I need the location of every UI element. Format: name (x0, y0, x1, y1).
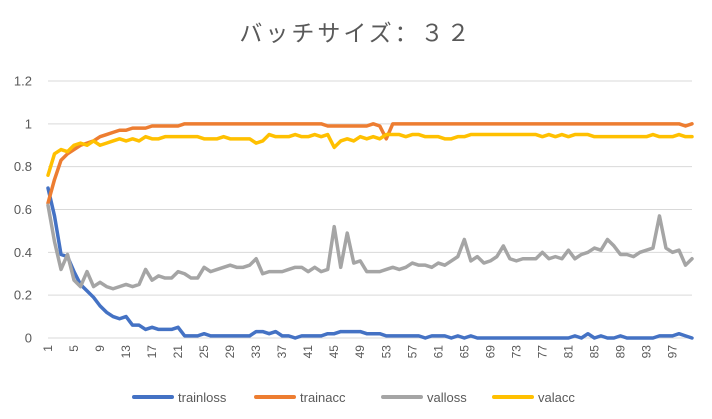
x-tick-label: 61 (431, 345, 445, 359)
x-tick-label: 9 (93, 345, 107, 352)
x-tick-label: 25 (197, 345, 211, 359)
y-tick-label: 0.2 (14, 288, 32, 303)
x-tick-label: 93 (639, 345, 653, 359)
x-tick-label: 21 (171, 345, 185, 359)
x-tick-label: 85 (587, 345, 601, 359)
x-tick-label: 29 (223, 345, 237, 359)
legend-label-trainacc: trainacc (300, 390, 346, 405)
series-line-trainloss (46, 186, 694, 340)
legend-label-trainloss: trainloss (178, 390, 227, 405)
series-lines (46, 122, 694, 340)
x-tick-label: 5 (67, 345, 81, 352)
legend-label-valacc: valacc (538, 390, 575, 405)
y-tick-label: 0.6 (14, 202, 32, 217)
series-line-valacc (46, 132, 694, 177)
chart-title: バッチサイズ：３２ (239, 21, 472, 47)
y-tick-label: 0.4 (14, 245, 32, 260)
legend: trainloss trainacc valloss valacc (132, 390, 575, 405)
y-tick-label: 1.2 (14, 74, 32, 89)
x-tick-label: 77 (535, 345, 549, 359)
y-tick-label: 1 (25, 116, 32, 131)
x-tick-label: 81 (561, 345, 575, 359)
x-tick-label: 41 (301, 345, 315, 359)
legend-label-valloss: valloss (427, 390, 467, 405)
y-tick-label: 0 (25, 331, 32, 346)
series-line-trainacc (46, 122, 694, 205)
x-tick-label: 97 (665, 345, 679, 359)
x-tick-label: 1 (41, 345, 55, 352)
series-line-valloss (46, 203, 694, 291)
x-axis-ticks: 1 5 9 13 17 21 25 29 33 37 41 45 49 53 57 61 65 69 73 77 81 8… (41, 345, 679, 359)
y-tick-label: 0.8 (14, 159, 32, 174)
y-axis-ticks: 0 0.2 0.4 0.6 0.8 1 1.2 (14, 74, 32, 346)
x-tick-label: 65 (457, 345, 471, 359)
x-tick-label: 37 (275, 345, 289, 359)
x-tick-label: 17 (145, 345, 159, 359)
x-tick-label: 33 (249, 345, 263, 359)
gridlines (48, 80, 692, 339)
x-tick-label: 73 (509, 345, 523, 359)
x-tick-label: 69 (483, 345, 497, 359)
x-tick-label: 45 (327, 345, 341, 359)
x-tick-label: 53 (379, 345, 393, 359)
x-tick-label: 13 (119, 345, 133, 359)
x-tick-label: 49 (353, 345, 367, 359)
x-tick-label: 89 (613, 345, 627, 359)
x-tick-label: 57 (405, 345, 419, 359)
